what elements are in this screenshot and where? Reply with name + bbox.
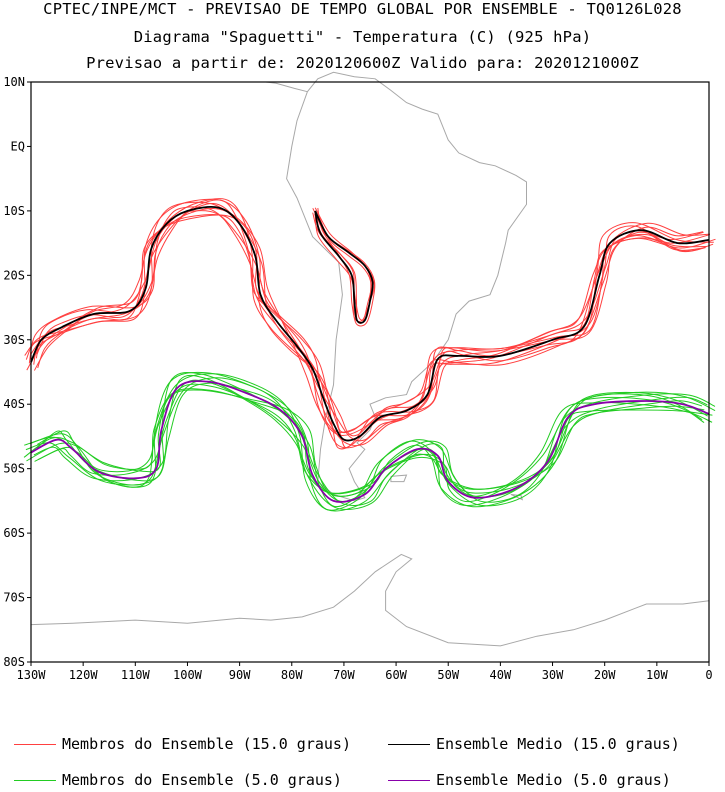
legend-item-mean5: Ensemble Medio (5.0 graus) (388, 771, 671, 789)
legend-item-member15: Membros do Ensemble (15.0 graus) (14, 735, 351, 753)
lat-tick-label: 10N (3, 75, 25, 89)
lat-tick-label: 60S (3, 526, 25, 540)
coastline-central-america (265, 81, 308, 93)
chart-subtitle: Diagrama "Spaguetti" - Temperatura (C) (… (133, 28, 592, 46)
lon-tick-label: 90W (229, 668, 251, 682)
forecast-dates: Previsao a partir de: 2020120600Z Valido… (86, 54, 639, 72)
legend-label: Membros do Ensemble (15.0 graus) (62, 735, 351, 753)
member-5c-contour (33, 374, 716, 507)
legend-swatch (388, 743, 430, 745)
lon-tick-label: 110W (121, 668, 151, 682)
legend-swatch (14, 743, 56, 745)
legend-item-member5: Membros do Ensemble (5.0 graus) (14, 771, 342, 789)
legend-label: Membros do Ensemble (5.0 graus) (62, 771, 342, 789)
member-15c-contour (35, 202, 707, 436)
map-frame (30, 81, 710, 663)
lon-tick-label: 20W (594, 668, 616, 682)
coastline-layer (30, 71, 710, 647)
lon-tick-label: 30W (542, 668, 564, 682)
lat-tick-label: 20S (3, 268, 25, 282)
lat-tick-label: 10S (3, 204, 25, 218)
lon-tick-label: 80W (281, 668, 303, 682)
legend-label: Ensemble Medio (15.0 graus) (436, 735, 680, 753)
lon-tick-label: 100W (173, 668, 203, 682)
lon-tick-label: 70W (333, 668, 355, 682)
member-5c-contour (38, 379, 708, 508)
lon-tick-label: 130W (17, 668, 47, 682)
legend-label: Ensemble Medio (5.0 graus) (436, 771, 671, 789)
member-15c-contour (26, 214, 711, 449)
member-15c-contour (36, 199, 703, 433)
member-5c-contour (29, 373, 703, 512)
lat-tick-label: EQ (11, 139, 25, 153)
legend-item-mean15: Ensemble Medio (15.0 graus) (388, 735, 680, 753)
mean-5c-contour (30, 380, 710, 503)
lat-tick-label: 70S (3, 591, 25, 605)
member-15c-contour (33, 206, 710, 446)
lat-tick-label: 80S (3, 655, 25, 669)
coastline-south-america (286, 71, 527, 502)
coastline-falklands (390, 474, 408, 483)
mean-15c-contour (30, 205, 710, 442)
member-15c-contour (28, 207, 714, 441)
legend-swatch (388, 779, 430, 781)
legend-swatch (14, 779, 56, 781)
chart-title: CPTEC/INPE/MCT - PREVISAO DE TEMPO GLOBA… (43, 0, 682, 18)
member-15c-contour (33, 213, 704, 450)
mean-15c-andes-contour (314, 210, 374, 324)
member-5c-contour (37, 377, 705, 510)
member-15c-contour (25, 201, 716, 442)
lon-tick-label: 0 (705, 668, 712, 682)
lon-tick-label: 40W (490, 668, 512, 682)
coastline-antarctica (30, 553, 710, 647)
lat-tick-label: 40S (3, 397, 25, 411)
lon-tick-label: 10W (646, 668, 668, 682)
lat-tick-label: 30S (3, 333, 25, 347)
lon-tick-label: 120W (69, 668, 99, 682)
lon-tick-label: 60W (385, 668, 407, 682)
lat-tick-label: 50S (3, 462, 25, 476)
contour-layer (23, 198, 716, 512)
lon-tick-label: 50W (437, 668, 459, 682)
